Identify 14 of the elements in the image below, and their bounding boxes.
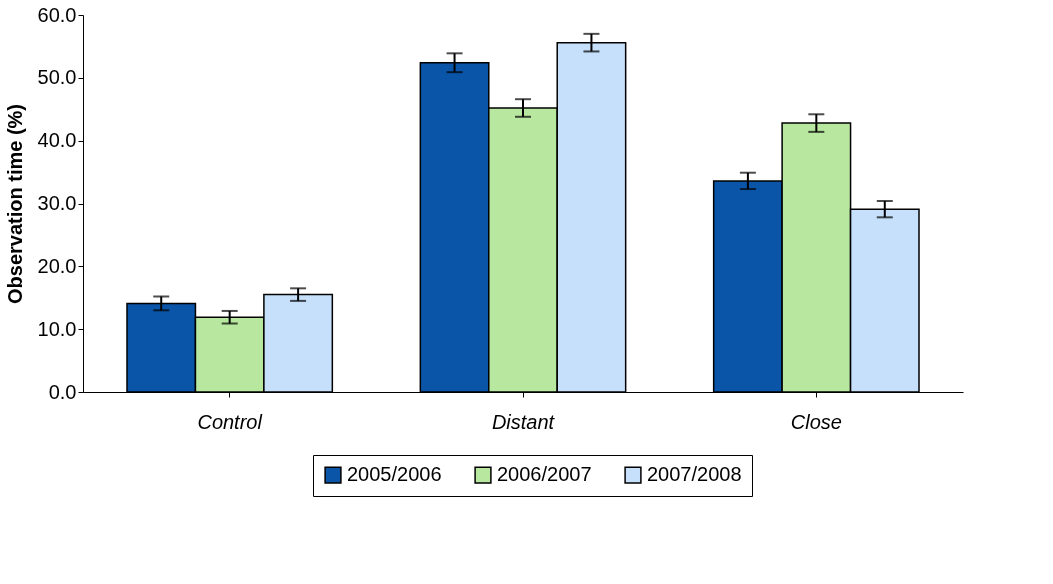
y-axis-title: Observation time (%) (3, 103, 26, 305)
y-tick-label: 10.0 (37, 317, 77, 340)
x-tick-label: Close (790, 410, 842, 433)
legend-label: 2006/2007 (497, 463, 592, 486)
y-tick-label: 60.0 (37, 3, 77, 26)
legend-label: 2007/2008 (647, 463, 742, 486)
y-tick-label: 40.0 (37, 129, 77, 152)
y-tick-label: 30.0 (37, 192, 77, 214)
y-tick-label: 0.0 (48, 380, 77, 403)
y-tick-label: 50.0 (37, 66, 77, 89)
x-tick-label: Control (197, 410, 263, 433)
x-tick-label: Distant (491, 410, 556, 433)
y-tick-label: 20.0 (37, 254, 77, 277)
legend-label: 2005/2006 (347, 463, 442, 486)
